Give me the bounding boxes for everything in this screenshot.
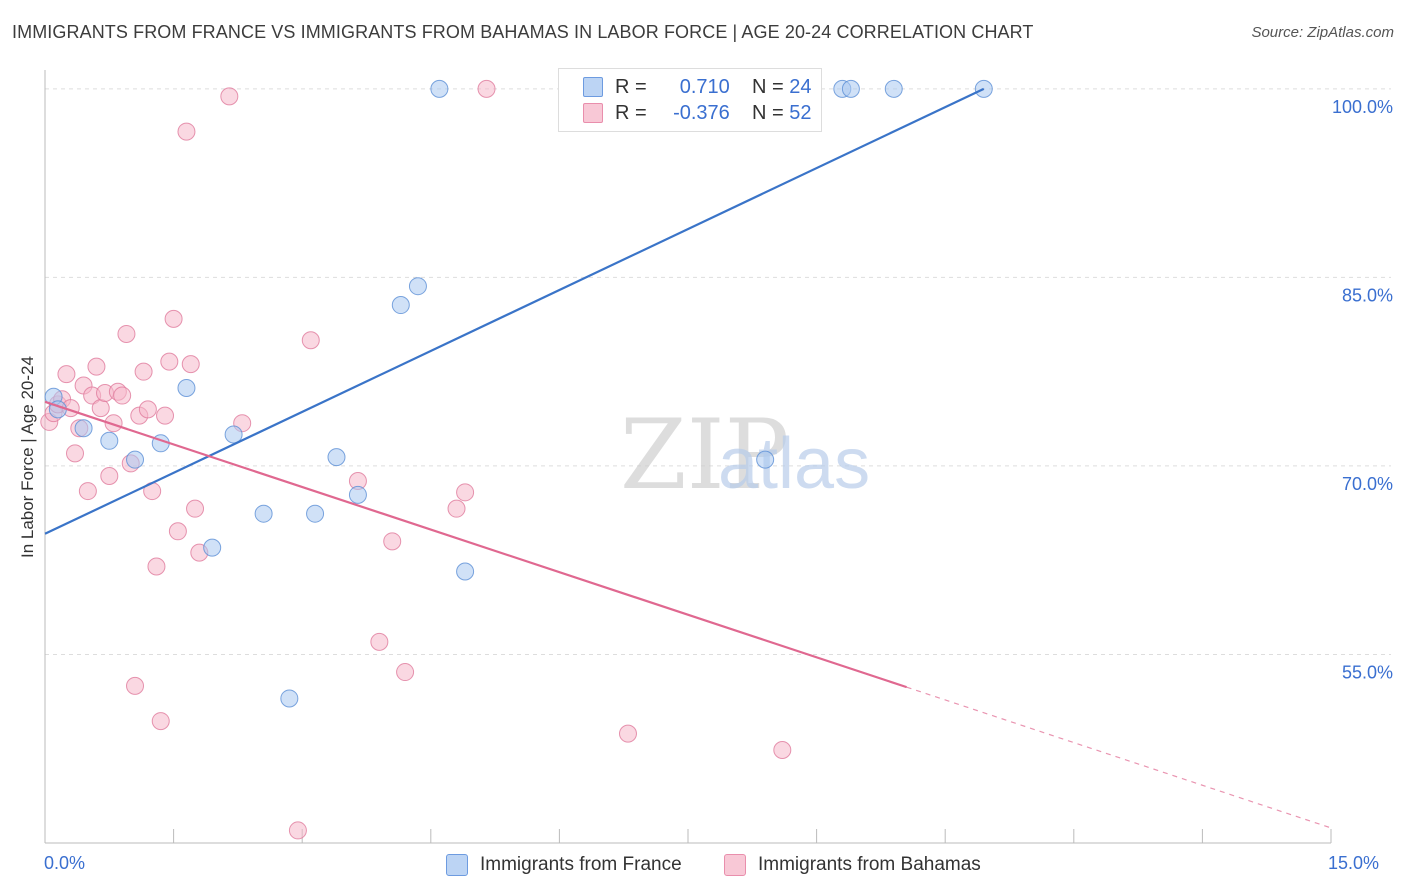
bahamas-point <box>456 483 475 502</box>
bahamas-point <box>100 466 119 485</box>
y-axis-label: In Labor Force | Age 20-24 <box>18 356 37 558</box>
bahamas-point <box>151 712 170 731</box>
bahamas-point <box>370 632 389 651</box>
france-point <box>884 79 903 98</box>
france-trend-line <box>44 87 985 535</box>
bahamas-r-label: R = <box>615 101 647 124</box>
y-tick-label: 100.0% <box>1332 97 1393 117</box>
bahamas-point <box>113 386 132 405</box>
legend-france-row: R = 0.710 N = 24 <box>583 74 812 100</box>
bahamas-n-value: 52 <box>789 101 812 124</box>
stats-legend: R = 0.710 N = 24 R = -0.376 N = 52 <box>558 68 822 132</box>
bahamas-trend-extension <box>906 686 1332 829</box>
bahamas-point <box>220 87 239 106</box>
france-swatch <box>583 77 603 97</box>
y-tick-label: 85.0% <box>1342 285 1393 305</box>
legend-bahamas-label: Immigrants from Bahamas <box>758 854 981 875</box>
bahamas-point <box>301 331 320 350</box>
bahamas-point <box>773 740 792 759</box>
bahamas-trend-line <box>44 400 907 689</box>
bahamas-point <box>288 821 307 840</box>
bahamas-point <box>447 499 466 518</box>
france-point <box>74 419 93 438</box>
bahamas-point <box>87 357 106 376</box>
bahamas-point <box>66 444 85 463</box>
france-point <box>224 425 243 444</box>
legend-france-swatch <box>446 854 468 876</box>
axes <box>44 70 1332 844</box>
bahamas-n-label: N = <box>752 101 784 124</box>
data-points <box>40 79 993 840</box>
france-n-value: 24 <box>789 75 812 98</box>
bahamas-point <box>138 400 157 419</box>
bahamas-point <box>104 414 123 433</box>
bahamas-point <box>134 362 153 381</box>
france-point <box>280 689 299 708</box>
bahamas-point <box>91 399 110 418</box>
france-point <box>841 79 860 98</box>
france-point <box>430 79 449 98</box>
france-point <box>348 485 367 504</box>
bahamas-point <box>117 324 136 343</box>
france-point <box>391 296 410 315</box>
bahamas-point <box>177 122 196 141</box>
bahamas-point <box>126 676 145 695</box>
bahamas-point <box>164 309 183 328</box>
watermark-atlas: atlas <box>718 424 870 504</box>
bahamas-r-value: -0.376 <box>673 101 730 124</box>
france-n-label: N = <box>752 75 784 98</box>
y-tick-labels: 100.0% 85.0% 70.0% 55.0% <box>1332 97 1393 683</box>
france-point <box>306 504 325 523</box>
bahamas-point <box>78 482 97 501</box>
bahamas-swatch <box>583 103 603 123</box>
bahamas-point <box>383 532 402 551</box>
source-label: Source: ZipAtlas.com <box>1251 24 1394 41</box>
legend-france-label: Immigrants from France <box>480 854 682 875</box>
bahamas-point <box>181 355 200 374</box>
bahamas-point <box>168 522 187 541</box>
france-point <box>100 431 119 450</box>
france-point <box>456 562 475 581</box>
grid-lines <box>45 88 1391 655</box>
france-point <box>327 448 346 467</box>
bahamas-point <box>396 663 415 682</box>
y-tick-label: 70.0% <box>1342 474 1393 494</box>
bahamas-point <box>186 499 205 518</box>
bahamas-point <box>618 724 637 743</box>
france-r-label: R = <box>615 75 647 98</box>
france-point <box>126 450 145 469</box>
france-point <box>203 538 222 557</box>
france-point <box>254 504 273 523</box>
bahamas-point <box>57 365 76 384</box>
bahamas-point <box>160 352 179 371</box>
trend-lines <box>44 87 1332 829</box>
legend-france: Immigrants from France <box>446 852 682 878</box>
chart-title: IMMIGRANTS FROM FRANCE VS IMMIGRANTS FRO… <box>12 22 1034 42</box>
bahamas-point <box>147 557 166 576</box>
legend-bahamas-swatch <box>724 854 746 876</box>
france-point <box>756 450 775 469</box>
legend-bahamas-row: R = -0.376 N = 52 <box>583 100 812 126</box>
x-tick-min: 0.0% <box>44 853 86 873</box>
france-point <box>177 378 196 397</box>
france-r-value: 0.710 <box>679 75 730 98</box>
bahamas-point <box>156 406 175 425</box>
y-tick-label: 55.0% <box>1342 662 1393 682</box>
x-tick-max: 15.0% <box>1328 853 1380 873</box>
legend-bahamas: Immigrants from Bahamas <box>724 852 981 878</box>
bahamas-point <box>477 79 496 98</box>
france-point <box>408 277 427 296</box>
